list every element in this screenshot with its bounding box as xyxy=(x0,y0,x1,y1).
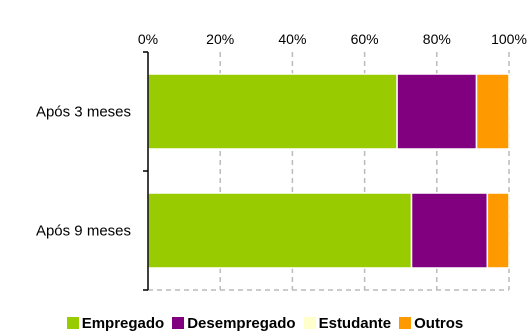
bars xyxy=(147,73,510,269)
legend: Empregado Desempregado Estudante Outros xyxy=(0,312,530,334)
legend-swatch xyxy=(303,317,316,329)
bar-segment xyxy=(147,192,413,269)
legend-label: Outros xyxy=(414,314,464,332)
x-axis-ticks: 0% 20% 40% 60% 80% 100% xyxy=(138,31,527,47)
y-axis xyxy=(143,51,149,291)
legend-item: Desempregado xyxy=(172,314,296,332)
bar-segment xyxy=(147,73,398,150)
x-tick-label: 20% xyxy=(206,31,234,47)
bar-segment xyxy=(475,73,510,150)
legend-label: Estudante xyxy=(318,314,392,332)
bar-segment xyxy=(486,192,510,269)
category-label: Após 9 meses xyxy=(36,223,131,240)
legend-item: Estudante xyxy=(303,314,392,332)
legend-label: Desempregado xyxy=(187,314,296,332)
legend-swatch xyxy=(172,317,185,329)
legend-label: Empregado xyxy=(81,314,165,332)
bar-segment xyxy=(396,73,478,150)
x-tick-label: 0% xyxy=(138,31,158,47)
category-label: Após 3 meses xyxy=(36,104,131,121)
legend-item: Empregado xyxy=(66,314,165,332)
legend-swatch xyxy=(66,317,79,329)
x-tick-label: 80% xyxy=(423,31,451,47)
legend-swatch xyxy=(399,317,412,329)
legend-item: Outros xyxy=(399,315,463,332)
bar-segment xyxy=(410,192,489,269)
x-tick-label: 60% xyxy=(351,31,379,47)
x-tick-label: 100% xyxy=(491,31,527,47)
x-tick-label: 40% xyxy=(278,31,306,47)
category-labels: Após 3 meses Após 9 meses xyxy=(36,104,131,240)
